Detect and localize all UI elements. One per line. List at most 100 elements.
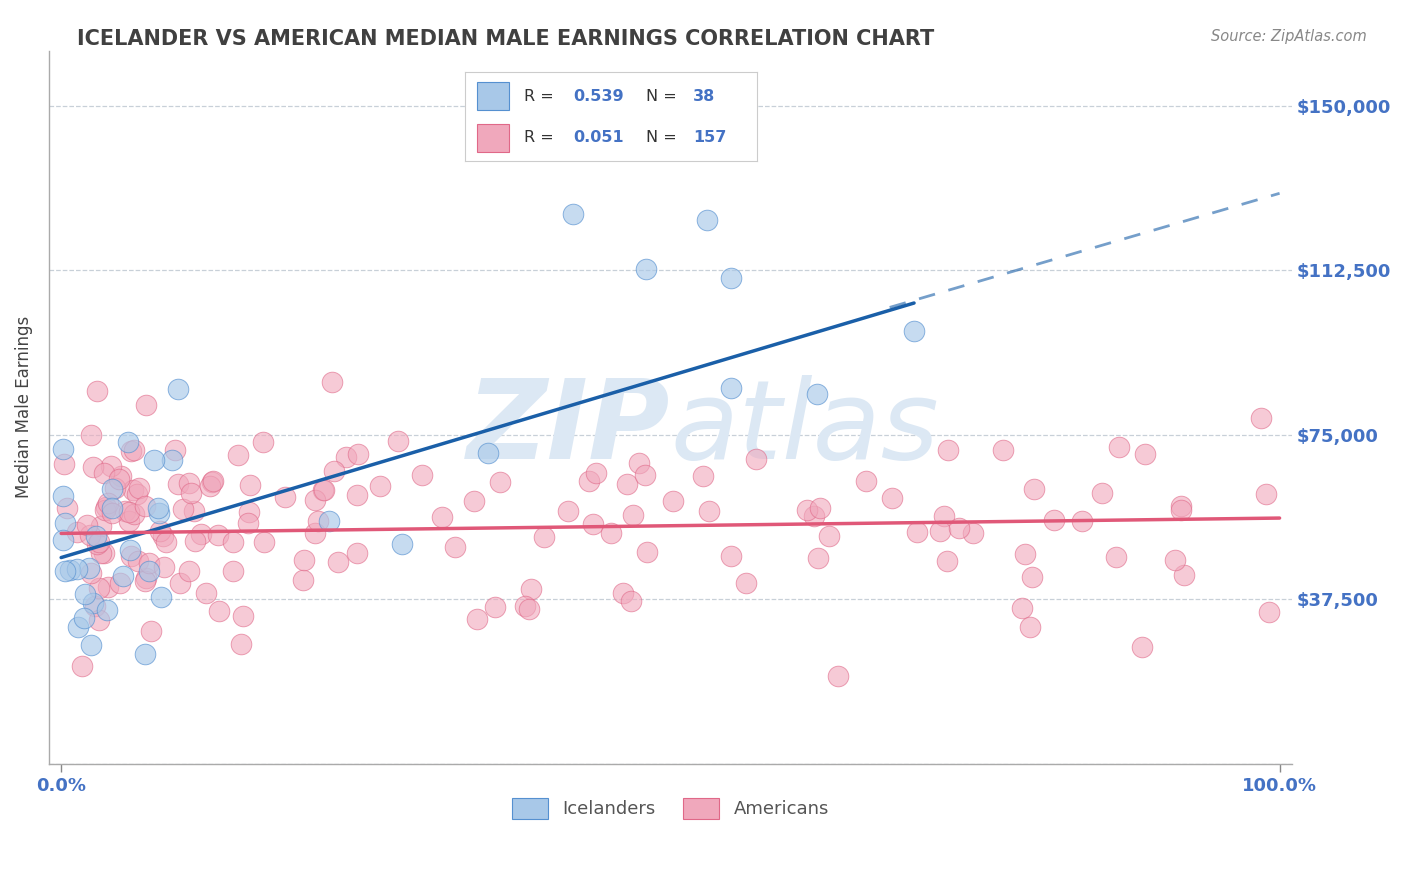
Point — [430, 509, 453, 524]
Point — [180, 486, 202, 500]
Point — [208, 604, 231, 618]
Point — [56, 500, 79, 515]
Text: atlas: atlas — [671, 376, 939, 483]
Point — [122, 442, 145, 457]
Point — [720, 549, 742, 563]
Point — [1071, 514, 1094, 528]
Point — [252, 434, 274, 449]
Point — [101, 506, 124, 520]
Point — [1021, 570, 1043, 584]
Point — [93, 546, 115, 560]
Point — [796, 503, 818, 517]
Point — [1170, 502, 1192, 516]
Point — [134, 574, 156, 588]
Point — [97, 496, 120, 510]
Point — [936, 442, 959, 457]
Point — [628, 456, 651, 470]
Point — [1256, 487, 1278, 501]
Point — [238, 505, 260, 519]
Point — [928, 524, 950, 538]
Point — [134, 499, 156, 513]
Point — [155, 534, 177, 549]
Point — [520, 582, 543, 596]
Point — [612, 586, 634, 600]
Point — [53, 516, 76, 530]
Point — [139, 624, 162, 639]
Point — [59, 563, 82, 577]
Point — [90, 519, 112, 533]
Point — [66, 562, 89, 576]
Point — [391, 537, 413, 551]
Point — [465, 612, 488, 626]
Point — [73, 611, 96, 625]
Point — [561, 207, 583, 221]
Legend: Icelanders, Americans: Icelanders, Americans — [505, 791, 837, 826]
Point — [80, 428, 103, 442]
Point — [533, 530, 555, 544]
Point — [411, 468, 433, 483]
Point — [444, 540, 467, 554]
Point — [307, 514, 329, 528]
Point — [153, 560, 176, 574]
Point — [696, 212, 718, 227]
Point — [146, 500, 169, 515]
Point — [135, 571, 157, 585]
Point — [134, 647, 156, 661]
Point — [80, 638, 103, 652]
Point — [273, 490, 295, 504]
Point — [101, 501, 124, 516]
Point — [167, 476, 190, 491]
Point — [195, 586, 218, 600]
Point — [519, 602, 541, 616]
Point — [720, 271, 742, 285]
Point — [118, 542, 141, 557]
Point — [312, 483, 335, 497]
Y-axis label: Median Male Earnings: Median Male Earnings — [15, 316, 32, 499]
Point — [87, 614, 110, 628]
Point — [463, 494, 485, 508]
Point — [347, 447, 370, 461]
Point — [488, 475, 510, 490]
Point — [117, 435, 139, 450]
Point — [128, 482, 150, 496]
Point — [108, 576, 131, 591]
Point — [936, 554, 959, 568]
Point — [934, 508, 956, 523]
Point — [82, 596, 104, 610]
Point — [817, 529, 839, 543]
Point — [82, 460, 104, 475]
Point — [1018, 620, 1040, 634]
Point — [368, 479, 391, 493]
Point — [179, 475, 201, 490]
Point — [166, 382, 188, 396]
Point — [304, 525, 326, 540]
Point — [236, 516, 259, 530]
Point — [150, 590, 173, 604]
Point — [53, 564, 76, 578]
Point — [118, 505, 141, 519]
Point — [127, 554, 149, 568]
Point — [108, 472, 131, 486]
Point — [304, 492, 326, 507]
Point — [991, 442, 1014, 457]
Point — [66, 525, 89, 540]
Point — [73, 586, 96, 600]
Point — [1042, 513, 1064, 527]
Point — [66, 620, 89, 634]
Point — [1022, 482, 1045, 496]
Point — [79, 566, 101, 581]
Point — [135, 398, 157, 412]
Point — [636, 545, 658, 559]
Point — [232, 609, 254, 624]
Point — [149, 524, 172, 538]
Point — [621, 508, 644, 522]
Point — [734, 576, 756, 591]
Point — [720, 381, 742, 395]
Point — [346, 546, 368, 560]
Point — [122, 483, 145, 498]
Point — [83, 599, 105, 613]
Point — [600, 525, 623, 540]
Point — [97, 581, 120, 595]
Point — [183, 503, 205, 517]
Point — [346, 488, 368, 502]
